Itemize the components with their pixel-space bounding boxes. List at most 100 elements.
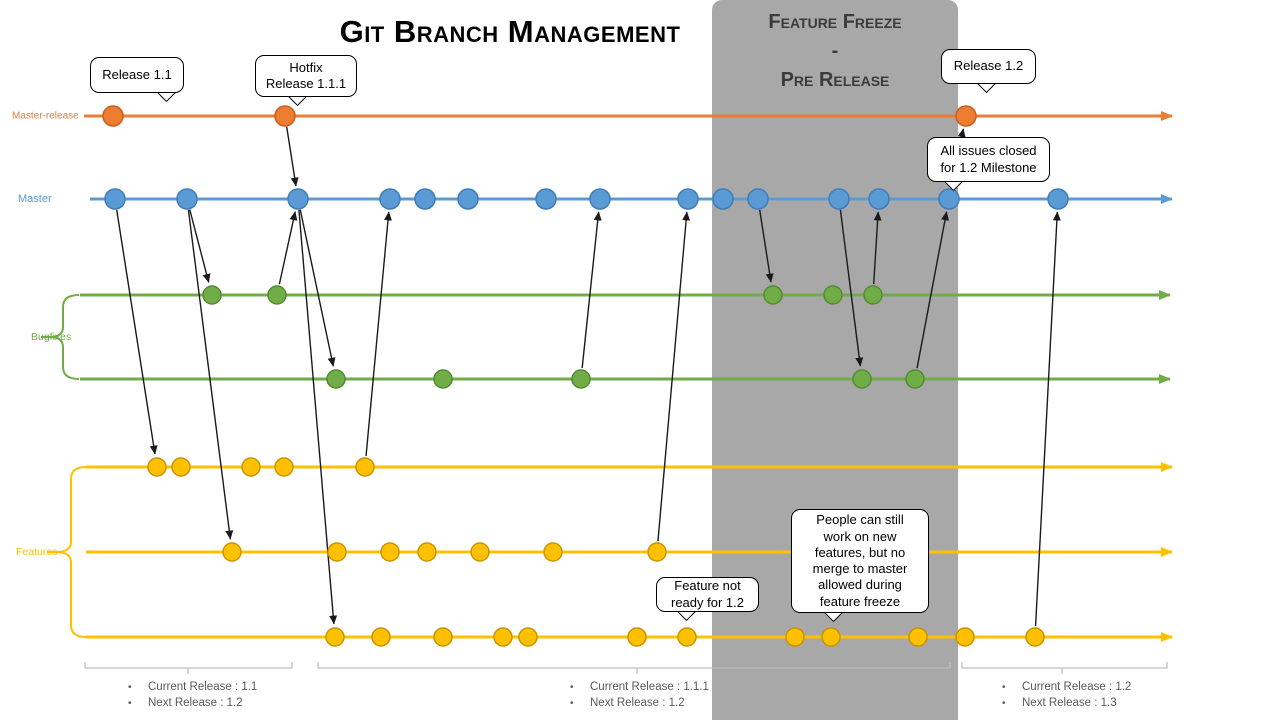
callout-feature-freeze-note: People can still work on new features, b…	[791, 509, 929, 623]
commit-dot-master	[535, 188, 557, 210]
commit-dot-feature-2	[327, 542, 347, 562]
release-note-text: Next Release : 1.3	[1022, 697, 1117, 709]
commit-dot-master	[828, 188, 850, 210]
commit-dot-feature-3	[518, 627, 538, 647]
callout-text: Feature not ready for 1.2	[656, 577, 759, 612]
commit-dot-bugfix-2	[852, 369, 872, 389]
release-note-row: • Next Release : 1.2	[570, 697, 709, 713]
merge-arrow	[187, 209, 234, 540]
commit-dot-feature-1	[355, 457, 375, 477]
commit-dot-feature-2	[380, 542, 400, 562]
release-note-row: • Next Release : 1.3	[1002, 697, 1131, 713]
commit-dot-feature-2	[647, 542, 667, 562]
commit-dot-bugfix-2	[433, 369, 453, 389]
merge-arrow	[299, 209, 336, 367]
commit-dot-master	[379, 188, 401, 210]
release-note-text: Current Release : 1.1.1	[590, 681, 709, 693]
feature-freeze-title-line2: -	[831, 40, 839, 62]
commit-dot-master	[712, 188, 734, 210]
commit-dot-master	[414, 188, 436, 210]
merge-arrow	[872, 211, 882, 285]
commit-dot-feature-3	[325, 627, 345, 647]
commit-dot-feature-2	[470, 542, 490, 562]
branch-label-features: Features	[16, 546, 58, 558]
commit-dot-feature-2	[417, 542, 437, 562]
feature-freeze-title-line1: Feature Freeze	[768, 11, 902, 33]
features-brace	[47, 466, 87, 638]
bugfixes-brace	[41, 294, 80, 380]
bullet-icon: •	[1002, 682, 1006, 693]
commit-dot-master	[176, 188, 198, 210]
release-note-text: Next Release : 1.2	[590, 697, 685, 709]
release-note-row: • Current Release : 1.1	[128, 681, 257, 697]
commit-dot-feature-1	[171, 457, 191, 477]
release-note-group: • Current Release : 1.1 • Next Release : 1.…	[128, 681, 257, 713]
commit-dot-feature-3	[627, 627, 647, 647]
commit-dot-feature-1	[147, 457, 167, 477]
commit-dot-bugfix-1	[267, 285, 287, 305]
commit-dot-master-release	[274, 105, 296, 127]
feature-freeze-title: Feature Freeze - Pre Release	[712, 8, 958, 95]
merge-arrow	[916, 211, 949, 369]
bullet-icon: •	[128, 698, 132, 709]
commit-dot-master	[1047, 188, 1069, 210]
callout-hotfix-release-111: Hotfix Release 1.1.1	[255, 55, 357, 107]
bullet-icon: •	[570, 682, 574, 693]
commit-dot-bugfix-1	[202, 285, 222, 305]
branch-label-master-release: Master-release	[12, 110, 79, 122]
timeline-bracket	[317, 662, 951, 674]
release-note-text: Next Release : 1.2	[148, 697, 243, 709]
feature-freeze-title-line3: Pre Release	[780, 69, 890, 91]
merge-arrow	[286, 126, 299, 187]
page-title: Git Branch Management	[339, 14, 681, 49]
commit-dot-feature-3	[1025, 627, 1045, 647]
commit-dot-master-release	[955, 105, 977, 127]
commit-dot-master	[938, 188, 960, 210]
commit-dot-master	[104, 188, 126, 210]
commit-dot-feature-3	[371, 627, 391, 647]
commit-dot-feature-3	[785, 627, 805, 647]
merge-arrow	[365, 211, 392, 457]
commit-dot-feature-1	[241, 457, 261, 477]
callout-release-1-1: Release 1.1	[90, 57, 184, 103]
commit-dot-bugfix-2	[326, 369, 346, 389]
release-note-group: • Current Release : 1.1.1 • Next Release : …	[570, 681, 709, 713]
commit-dot-master	[747, 188, 769, 210]
commit-dot-master	[677, 188, 699, 210]
callout-feature-not-ready: Feature not ready for 1.2	[656, 577, 759, 622]
commit-dot-master	[589, 188, 611, 210]
release-note-text: Current Release : 1.1	[148, 681, 258, 693]
merge-arrow	[116, 209, 158, 455]
commit-dot-feature-3	[908, 627, 928, 647]
commit-dot-bugfix-2	[571, 369, 591, 389]
callout-release-1-2: Release 1.2	[941, 49, 1036, 94]
merge-arrow	[839, 209, 864, 367]
commit-dot-feature-2	[543, 542, 563, 562]
merge-arrow	[298, 209, 338, 625]
commit-dot-bugfix-1	[863, 285, 883, 305]
commit-dot-feature-3	[433, 627, 453, 647]
merge-arrow	[278, 211, 298, 285]
commit-dot-feature-3	[955, 627, 975, 647]
commit-dot-bugfix-1	[823, 285, 843, 305]
merge-arrow	[581, 211, 602, 369]
bullet-icon: •	[570, 698, 574, 709]
callout-text: Release 1.1	[90, 57, 184, 93]
commit-dot-master	[287, 188, 309, 210]
commit-dot-feature-1	[274, 457, 294, 477]
commit-dot-master	[457, 188, 479, 210]
bullet-icon: •	[128, 682, 132, 693]
timeline-bracket	[84, 662, 293, 674]
callout-text: All issues closed for 1.2 Milestone	[927, 137, 1050, 182]
callout-text: People can still work on new features, b…	[791, 509, 929, 613]
merge-arrow	[657, 211, 691, 542]
commit-dot-feature-3	[493, 627, 513, 647]
commit-dot-bugfix-2	[905, 369, 925, 389]
timeline-bracket	[961, 662, 1168, 674]
commit-dot-feature-3	[821, 627, 841, 647]
callout-text: Hotfix Release 1.1.1	[255, 55, 357, 97]
release-note-row: • Current Release : 1.2	[1002, 681, 1131, 697]
release-note-row: • Next Release : 1.2	[128, 697, 257, 713]
